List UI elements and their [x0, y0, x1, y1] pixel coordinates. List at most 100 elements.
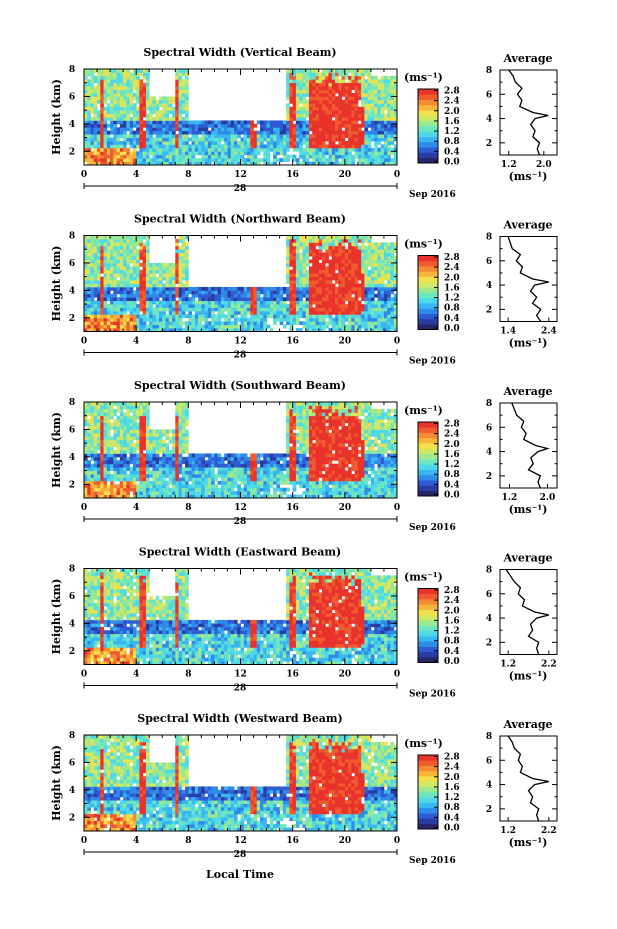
heatmap-cell	[126, 117, 131, 121]
heatmap-cell	[87, 450, 91, 454]
heatmap-cell	[377, 259, 382, 264]
heatmap-cell	[123, 297, 127, 302]
heatmap-cell	[308, 110, 313, 114]
heatmap-cell	[126, 283, 131, 288]
heatmap-cell	[185, 120, 189, 125]
heatmap-cell	[119, 453, 124, 458]
heatmap-cell	[260, 123, 264, 128]
heatmap-cell	[158, 456, 163, 461]
heatmap-cell	[295, 307, 300, 312]
heatmap-cell	[367, 151, 372, 156]
heatmap-cell	[383, 161, 388, 166]
heatmap-cell	[175, 269, 179, 274]
heatmap-cell	[87, 408, 91, 413]
heatmap-cell	[204, 120, 209, 125]
heatmap-cell	[289, 238, 294, 243]
heatmap-cell	[354, 238, 359, 243]
heatmap-cell	[357, 75, 362, 80]
heatmap-cell	[387, 314, 391, 319]
heatmap-cell	[110, 405, 114, 410]
heatmap-cell	[90, 470, 95, 475]
heatmap-cell	[322, 86, 326, 90]
heatmap-cell	[220, 154, 225, 159]
heatmap-cell	[123, 93, 127, 97]
heatmap-cell	[162, 158, 166, 162]
heatmap-cell	[367, 106, 372, 111]
heatmap-cell	[172, 266, 176, 271]
heatmap-cell	[357, 123, 362, 128]
heatmap-cell	[364, 324, 369, 329]
heatmap-cell	[185, 256, 189, 260]
heatmap-cell	[103, 280, 108, 284]
heatmap-cell	[233, 137, 238, 142]
heatmap-cell	[348, 273, 352, 278]
heatmap-cell	[354, 252, 359, 257]
heatmap-cell	[142, 300, 147, 305]
heatmap-cell	[191, 307, 196, 312]
heatmap-cell	[338, 256, 342, 260]
heatmap-cell	[152, 158, 157, 162]
heatmap-cell	[377, 262, 382, 267]
heatmap-cell	[93, 450, 98, 454]
colorbar-tick-label: 0.8	[444, 137, 460, 147]
heatmap-cell	[380, 96, 385, 101]
heatmap-cell	[201, 328, 206, 332]
heatmap-cell	[106, 158, 111, 162]
heatmap-cell	[374, 280, 378, 284]
heatmap-cell	[335, 314, 339, 319]
heatmap-cell	[126, 412, 131, 417]
heatmap-cell	[341, 297, 346, 302]
heatmap-cell	[344, 86, 349, 90]
heatmap-cell	[87, 402, 91, 406]
heatmap-cell	[289, 297, 294, 302]
heatmap-cell	[84, 123, 88, 128]
heatmap-cell	[84, 304, 88, 308]
heatmap-cell	[87, 235, 91, 240]
heatmap-cell	[181, 304, 186, 308]
heatmap-cell	[341, 158, 346, 162]
heatmap-cell	[93, 460, 98, 465]
heatmap-cell	[158, 134, 163, 138]
heatmap-cell	[106, 245, 111, 250]
heatmap-cell	[113, 491, 117, 495]
heatmap-cell	[276, 151, 281, 156]
heatmap-cell	[260, 134, 264, 138]
heatmap-cell	[348, 154, 352, 159]
heatmap-cell	[393, 151, 398, 156]
heatmap-cell	[129, 141, 134, 145]
heatmap-cell	[318, 130, 323, 135]
heatmap-cell	[354, 269, 359, 274]
heatmap-cell	[178, 328, 183, 332]
heatmap-cell	[139, 130, 144, 135]
heatmap-cell	[361, 273, 365, 278]
heatmap-cell	[364, 158, 369, 162]
heatmap-cell	[328, 276, 333, 281]
heatmap-cell	[100, 470, 104, 475]
heatmap-cell	[380, 147, 385, 152]
heatmap-cell	[299, 256, 303, 260]
heatmap-cell	[145, 446, 150, 451]
heatmap-cell	[357, 276, 362, 281]
heatmap-cell	[191, 158, 196, 162]
heatmap-cell	[185, 134, 189, 138]
heatmap-cell	[129, 446, 134, 451]
heatmap-cell	[198, 137, 202, 142]
heatmap-cell	[276, 147, 281, 152]
heatmap-cell	[87, 259, 91, 264]
heatmap-cell	[106, 252, 111, 257]
heatmap-cell	[315, 130, 320, 135]
heatmap-cell	[341, 123, 346, 128]
heatmap-cell	[367, 130, 372, 135]
heatmap-cell	[227, 141, 232, 145]
heatmap-cell	[103, 127, 108, 132]
heatmap-cell	[155, 130, 160, 135]
heatmap-cell	[331, 137, 336, 142]
heatmap-cell	[269, 293, 274, 298]
heatmap-cell	[370, 242, 375, 247]
heatmap-cell	[162, 141, 166, 145]
heatmap-cell	[344, 127, 349, 132]
heatmap-cell	[178, 151, 183, 156]
heatmap-cell	[374, 317, 378, 322]
heatmap-cell	[374, 106, 378, 111]
heatmap-cell	[295, 276, 300, 281]
